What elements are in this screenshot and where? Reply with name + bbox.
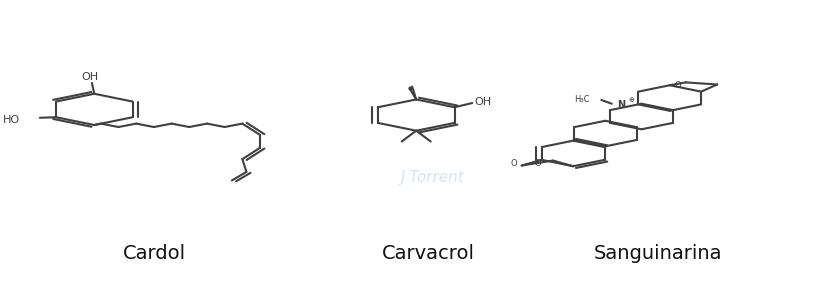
Text: J Torrent: J Torrent: [400, 170, 464, 185]
Text: N: N: [617, 100, 625, 110]
Text: O: O: [674, 81, 681, 90]
Text: OH: OH: [82, 72, 99, 82]
Text: O: O: [534, 158, 541, 168]
Text: Carvacrol: Carvacrol: [382, 244, 474, 263]
Text: H₃C: H₃C: [573, 95, 589, 104]
Text: Sanguinarina: Sanguinarina: [593, 244, 721, 263]
Text: HO: HO: [2, 115, 20, 125]
Text: ⊕: ⊕: [627, 97, 633, 103]
Text: Cardol: Cardol: [123, 244, 186, 263]
Text: O: O: [509, 158, 516, 168]
Text: OH: OH: [474, 97, 491, 106]
